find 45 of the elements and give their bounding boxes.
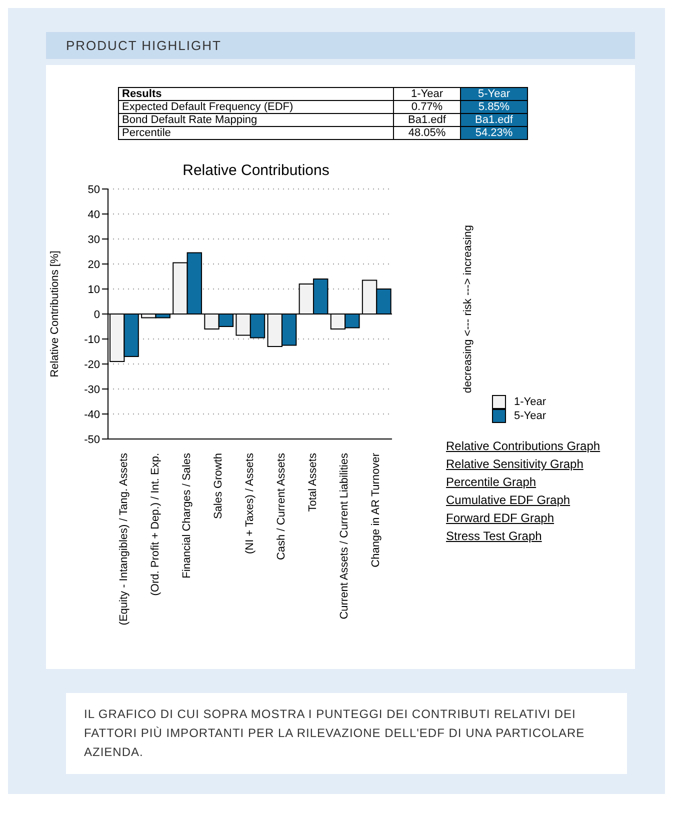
y-axis-title: Relative Contributions [%] [48, 250, 61, 378]
y-tick-label: 30 [88, 234, 100, 246]
text: 54.23% [460, 126, 528, 140]
text: Expected Default Frequency (EDF) [118, 100, 394, 114]
y-tick-label: -50 [84, 434, 100, 446]
y-tick-label: -30 [84, 384, 100, 396]
y-tick-label: 20 [88, 258, 100, 271]
text: Relative Contributions Graph [446, 439, 600, 453]
y-tick-label: -40 [84, 408, 100, 421]
text: Ba1.edf [394, 114, 460, 126]
x-tick-label: Sales Growth [212, 453, 224, 520]
text: Results [118, 88, 394, 100]
text: Percentile [118, 126, 394, 140]
y-tick-label: 10 [88, 284, 100, 296]
text: Relative Sensitivity Graph [446, 457, 584, 471]
text: 48.05% [394, 126, 460, 140]
text: Percentile Graph [446, 475, 538, 489]
text: 0.77% [394, 100, 460, 114]
risk-caption: decreasing <--- risk ---> increasing [458, 189, 478, 429]
y-tick-label: 50 [88, 184, 100, 196]
x-tick-label: Financial Charges / Sales [180, 452, 193, 578]
y-tick-label: -10 [84, 334, 100, 346]
x-tick-label: (NI + Taxes) / Assets [244, 452, 256, 554]
legend-label: 1-Year [514, 396, 546, 408]
y-tick-label: 40 [88, 208, 100, 221]
text: PRODUCT HIGHLIGHT [46, 32, 635, 59]
x-tick-label: Change in AR Turnover [370, 452, 382, 568]
x-tick-label: Total Assets [307, 452, 320, 512]
text: Cumulative EDF Graph [446, 493, 572, 507]
x-tick-label: Cash / Current Assets [276, 452, 288, 560]
chart-title: Relative Contributions [182, 162, 330, 179]
text: Stress Test Graph [446, 529, 543, 543]
text: IL GRAFICO DI CUI SOPRA MOSTRA I PUNTEGGI DEI CONTRIBUTI RELATIVI DEI FATTORI PIÙ IMPORTANTI PER LA RILEVAZIONE DELL'EDF DI UNA PARTICOLARE AZIENDA. [66, 693, 627, 774]
x-tick-label: (Ord. Profit + Dep.) / Int. Exp. [149, 453, 162, 596]
text: 5.85% [460, 100, 528, 114]
y-tick-label: 0 [94, 308, 100, 321]
text: Bond Default Rate Mapping [118, 114, 394, 126]
text: Forward EDF Graph [446, 511, 556, 525]
x-tick-label: Current Assets / Current Liabilities [338, 452, 351, 620]
y-tick-label: -20 [84, 358, 100, 371]
text: Ba1.edf [460, 114, 528, 126]
text: 1-Year [394, 88, 460, 100]
legend-label: 5-Year [514, 410, 546, 422]
text: 5-Year [460, 88, 528, 100]
x-tick-label: (Equity - Intangibles) / Tang. Assets [118, 452, 130, 626]
